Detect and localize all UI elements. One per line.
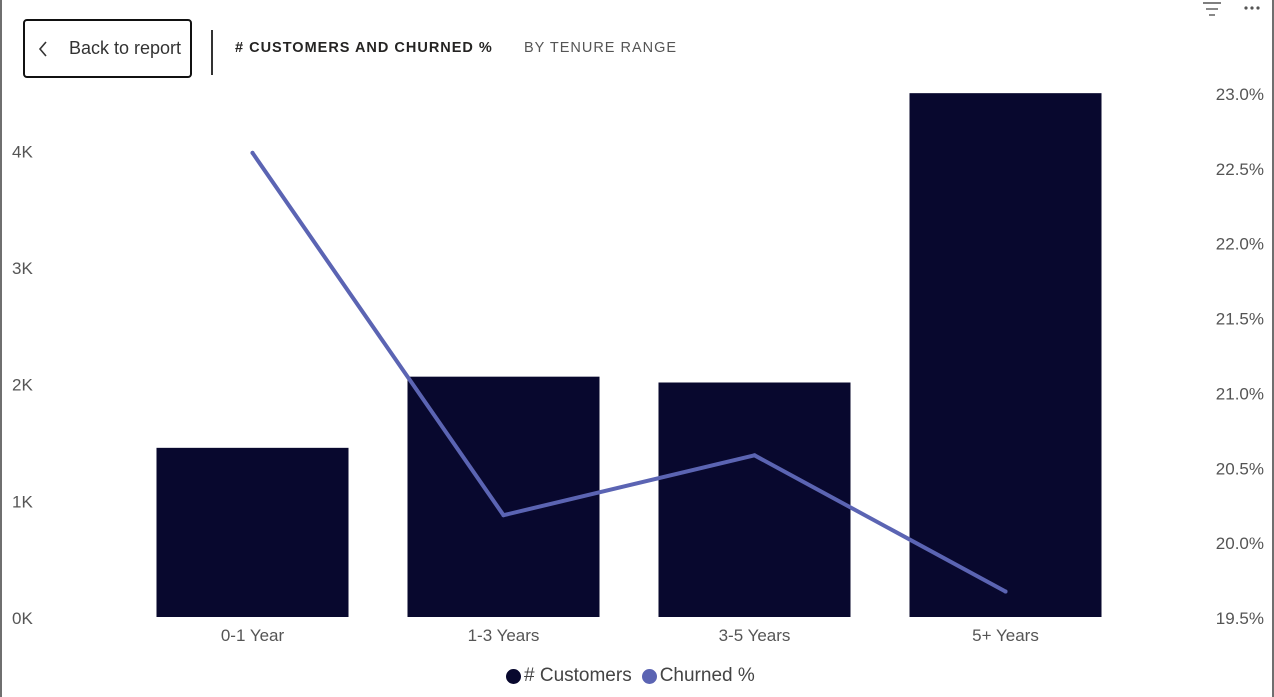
y-right-tick-label: 21.5%: [1216, 310, 1264, 329]
churned-point-1: [501, 513, 506, 518]
x-tick-label: 3-5 Years: [719, 626, 791, 645]
bar-0-1-year: [156, 447, 349, 617]
y-right-tick-label: 20.0%: [1216, 534, 1264, 553]
y-right-tick-label: 22.0%: [1216, 235, 1264, 254]
y-right-tick-label: 20.5%: [1216, 459, 1264, 478]
chevron-left-icon: [25, 40, 61, 58]
y-left-tick-label: 0K: [12, 609, 33, 628]
churned-point-2: [752, 453, 757, 458]
header-divider: [211, 30, 213, 75]
legend-label-customers: # Customers: [524, 665, 632, 686]
legend-item-customers[interactable]: # Customers: [506, 665, 632, 687]
chart-legend: # Customers Churned %: [506, 665, 757, 687]
chart-subtitle: BY TENURE RANGE: [524, 40, 678, 56]
x-tick-label: 0-1 Year: [221, 626, 285, 645]
x-tick-label: 5+ Years: [972, 626, 1039, 645]
bar-3-5-years: [658, 382, 851, 617]
y-left-tick-label: 1K: [12, 492, 33, 511]
y-right-tick-label: 23.0%: [1216, 85, 1264, 104]
back-to-report-label: Back to report: [69, 38, 182, 58]
legend-label-churned: Churned %: [659, 665, 755, 686]
y-left-tick-label: 4K: [12, 142, 33, 161]
y-right-tick-label: 21.0%: [1216, 384, 1264, 403]
filter-icon[interactable]: [1201, 0, 1223, 23]
legend-dot-churned: [641, 668, 657, 684]
legend-dot-customers: [506, 668, 521, 684]
more-options-icon[interactable]: [1242, 0, 1262, 21]
y-right-tick-label: 22.5%: [1216, 160, 1264, 179]
y-left-tick-label: 3K: [12, 259, 33, 278]
churned-line: [250, 150, 1008, 594]
legend-item-churned[interactable]: Churned %: [634, 665, 755, 687]
y-right-tick-label: 19.5%: [1216, 609, 1264, 628]
chart-title: # CUSTOMERS AND CHURNED %: [235, 40, 493, 56]
churned-point-0: [250, 150, 255, 155]
bar-1-3-years: [407, 376, 600, 617]
bar-5-years: [909, 93, 1102, 617]
y-left-tick-label: 2K: [12, 376, 33, 395]
churned-point-3: [1003, 589, 1008, 594]
back-to-report-button[interactable]: Back to report: [23, 19, 192, 78]
x-tick-label: 1-3 Years: [468, 626, 540, 645]
